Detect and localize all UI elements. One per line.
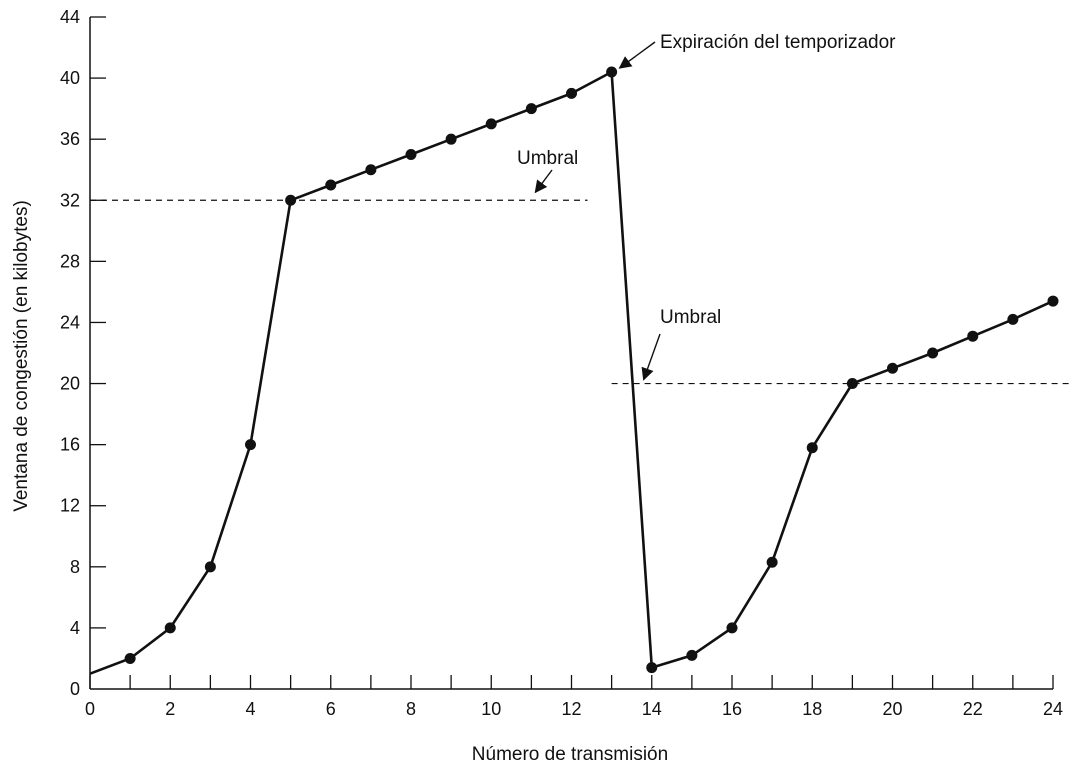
data-point	[686, 649, 698, 661]
x-tick-label: 14	[642, 699, 662, 719]
y-tick-label: 0	[70, 679, 80, 699]
timeout-arrow	[618, 41, 656, 69]
x-tick-label: 20	[882, 699, 902, 719]
y-tick-label: 40	[60, 68, 80, 88]
threshold-arrow-lower	[641, 333, 661, 381]
data-point	[365, 164, 377, 176]
x-tick-label: 16	[722, 699, 742, 719]
x-tick-label: 24	[1043, 699, 1063, 719]
data-point	[124, 652, 136, 664]
data-point	[445, 133, 457, 145]
data-point	[164, 622, 176, 634]
x-tick-label: 2	[165, 699, 175, 719]
x-tick-label: 6	[326, 699, 336, 719]
data-point	[566, 87, 577, 99]
data-point	[846, 378, 858, 390]
y-tick-label: 36	[60, 129, 80, 149]
y-tick-label: 32	[60, 190, 80, 210]
x-tick-label: 0	[85, 699, 95, 719]
data-point	[726, 622, 738, 634]
x-tick-label: 12	[561, 699, 581, 719]
x-axis-title: Número de transmisión	[472, 744, 668, 765]
y-tick-label: 16	[60, 435, 80, 455]
data-point	[204, 561, 216, 573]
y-tick-label: 8	[70, 557, 80, 577]
y-tick-label: 12	[60, 496, 80, 516]
threshold-arrow-upper	[534, 169, 553, 194]
data-point	[485, 118, 497, 130]
y-tick-label: 44	[60, 7, 80, 27]
data-point	[887, 362, 898, 374]
data-point	[245, 439, 256, 451]
data-point	[967, 330, 979, 342]
threshold-annotation-label-lower: Umbral	[660, 307, 721, 328]
y-axis-title: Ventana de congestión (en kilobytes)	[11, 200, 32, 512]
data-point	[285, 194, 297, 206]
y-tick-label: 24	[60, 312, 80, 332]
data-point	[325, 179, 337, 191]
y-tick-label: 4	[70, 618, 80, 638]
y-tick-label: 28	[60, 251, 80, 271]
x-tick-label: 4	[245, 699, 255, 719]
data-point	[646, 662, 658, 674]
data-point	[525, 103, 537, 115]
annotations: Expiración del temporizador Umbral Umbra…	[517, 32, 896, 381]
series-group	[89, 66, 1059, 675]
data-point	[1047, 295, 1059, 307]
data-point	[405, 148, 417, 160]
data-point	[806, 442, 818, 454]
timeout-annotation-label: Expiración del temporizador	[660, 32, 896, 53]
data-point	[1007, 313, 1019, 325]
x-tick-label: 18	[802, 699, 822, 719]
data-point	[927, 347, 939, 359]
data-point	[606, 66, 618, 78]
y-tick-label: 20	[60, 374, 80, 394]
threshold-annotation-label-upper: Umbral	[517, 148, 578, 169]
x-tick-label: 8	[406, 699, 416, 719]
x-tick-label: 22	[963, 699, 983, 719]
data-point	[766, 556, 778, 568]
axes: 0 2 4 6 8 10 12 14 16 18 20 22 240481216202428323640…	[60, 7, 1063, 719]
threshold-lines	[90, 199, 1070, 385]
x-tick-label: 10	[481, 699, 501, 719]
